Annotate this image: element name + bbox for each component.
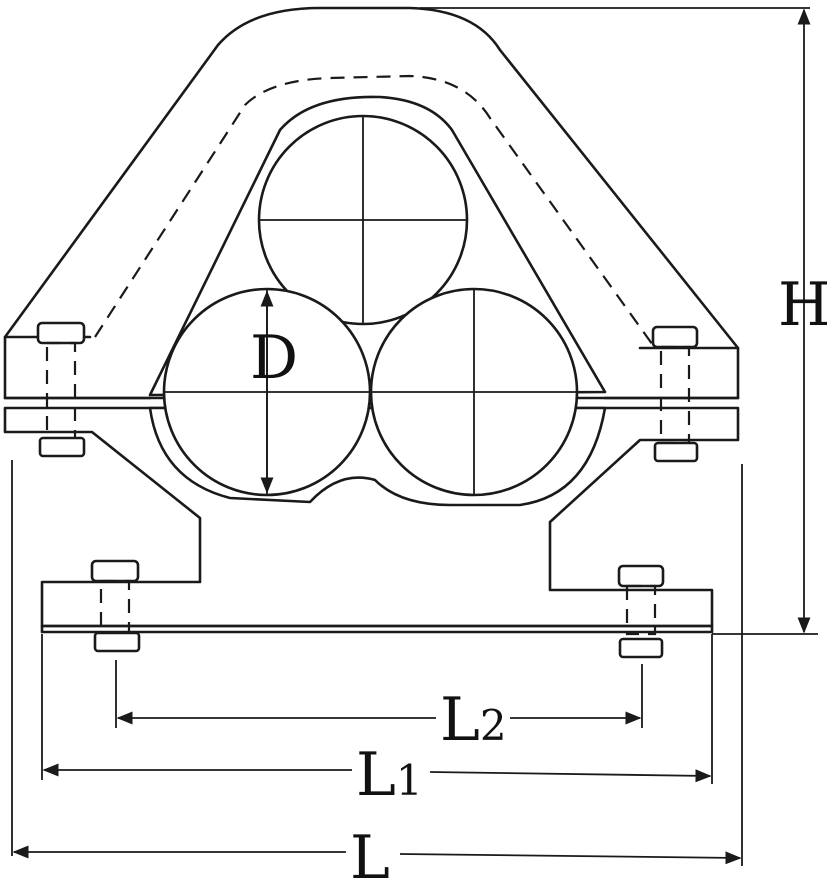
cable-top xyxy=(257,114,469,326)
label-l2-subscript: 2 xyxy=(480,701,507,750)
dimension-l2 xyxy=(115,660,643,728)
dimension-l xyxy=(11,460,743,866)
label-l1-base: L xyxy=(356,740,396,810)
label-h: H xyxy=(778,270,827,340)
dimension-h xyxy=(420,7,818,635)
label-l2: L2 xyxy=(440,685,507,755)
bolt-upper-right xyxy=(651,325,699,463)
bolt-upper-left xyxy=(36,321,86,458)
cable-right xyxy=(369,287,579,497)
bolt-lower-left xyxy=(90,559,141,653)
dimension-l1 xyxy=(41,634,713,784)
label-d: D xyxy=(250,323,298,393)
label-l1: L1 xyxy=(356,740,423,810)
label-l: L xyxy=(350,823,390,887)
bolt-lower-right xyxy=(617,564,665,659)
label-l2-base: L xyxy=(440,685,480,755)
label-l1-subscript: 1 xyxy=(396,756,423,805)
